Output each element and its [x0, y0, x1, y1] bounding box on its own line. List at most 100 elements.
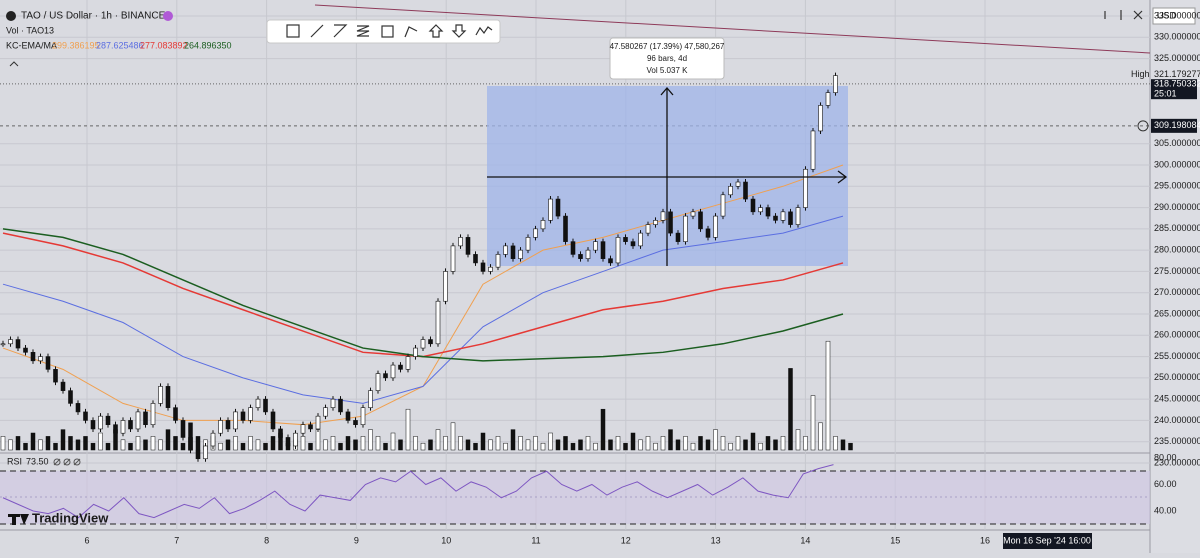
measure-line: Vol 5.037 K [647, 66, 689, 75]
rsi-tick-label: 80.00 [1154, 452, 1177, 462]
candle-body [795, 207, 801, 225]
volume-bar [435, 429, 441, 451]
volume-bar [233, 436, 238, 451]
volume-bar [45, 436, 51, 451]
candle-body [645, 224, 651, 234]
volume-bar [833, 436, 838, 451]
volume-bar [465, 439, 471, 451]
volume-bar [585, 436, 591, 451]
volume-bar [330, 436, 336, 451]
volume-bar [495, 436, 501, 451]
currency[interactable]: USD [1157, 10, 1177, 20]
time-tick-label: 16 [980, 535, 990, 545]
candle-body [233, 411, 238, 430]
time-tick-label: 12 [621, 535, 631, 545]
volume-bar [525, 439, 531, 451]
tool-rect[interactable] [381, 25, 394, 38]
volume-bar [608, 439, 613, 451]
price-tick-label: 245.000000 [1154, 394, 1200, 404]
candle-body [300, 424, 306, 434]
candle-body [143, 411, 148, 425]
volume-bar [675, 439, 681, 451]
tool-grid[interactable] [286, 24, 300, 38]
volume-bar [68, 436, 73, 451]
volume-bar [23, 442, 28, 451]
volume-bar [818, 422, 823, 451]
candle-body [503, 245, 508, 255]
indicator-lines [2, 164, 844, 426]
time-tick-label: 7 [174, 535, 179, 545]
measure-v-arrowhead [660, 87, 674, 96]
indicator-line [2, 228, 844, 362]
candle-body [210, 432, 216, 447]
candle-body [150, 403, 156, 425]
candle-body [188, 437, 193, 451]
candle-body [563, 215, 568, 242]
crosshair-box [1151, 118, 1197, 133]
volume-bar [240, 442, 246, 451]
volume-bar [135, 436, 141, 451]
volume-bar [450, 422, 456, 451]
volume-bar [90, 442, 96, 451]
candle-body [585, 249, 591, 259]
symbol-title[interactable]: TAO / US Dollar · 1h · BINANCE [21, 11, 166, 22]
time-tick-label: 13 [711, 535, 721, 545]
tool-up[interactable] [428, 24, 444, 38]
candle-body [203, 445, 208, 460]
measure-line: 96 bars, 4d [647, 54, 687, 63]
volume-bar [398, 439, 403, 451]
icon [73, 458, 81, 466]
price-tick-label: 275.000000 [1154, 266, 1200, 276]
tool-brush[interactable] [404, 26, 418, 38]
candle-body [128, 420, 133, 430]
candle-body [173, 407, 178, 421]
volume-bar [728, 442, 733, 451]
icon-expand[interactable] [1133, 10, 1143, 20]
candle-body [525, 237, 531, 251]
volume-bar [758, 442, 763, 451]
tool-down[interactable] [451, 24, 467, 38]
volume-bar [8, 439, 13, 451]
candle-body [413, 347, 418, 357]
volume-bar [660, 436, 666, 451]
volume-bar [683, 436, 688, 451]
price-tick-label: 335.000000 [1154, 10, 1200, 20]
time-crosshair: Mon 16 Sep '24 16:00 [1003, 535, 1091, 545]
tool-fib[interactable] [333, 24, 348, 38]
candle-body [698, 211, 703, 230]
currency-box[interactable] [1152, 7, 1196, 25]
tool-line[interactable] [310, 24, 324, 38]
rsi-label: RSI [7, 456, 22, 466]
candle-body [240, 411, 246, 421]
volume-bar [338, 442, 343, 451]
candle-body [473, 254, 478, 264]
indicator-value: 264.896350 [184, 40, 232, 50]
last-price-box [1151, 79, 1197, 100]
candle-body [420, 339, 426, 349]
candle-body [653, 220, 658, 225]
candle-body [495, 254, 501, 268]
volume-bar [443, 436, 448, 451]
volume-bar [173, 436, 178, 451]
price-tick-label: 280.000000 [1154, 245, 1200, 255]
candle-body [180, 420, 186, 438]
candle-body [308, 424, 313, 430]
tool-path[interactable] [475, 26, 493, 36]
time-tick-label: 11 [531, 535, 540, 545]
volume-bar [180, 442, 186, 451]
candle-body [825, 92, 831, 106]
volume-bar [825, 340, 831, 451]
candle-body [120, 420, 126, 434]
volume-bar [383, 442, 388, 451]
price-tick-label: 270.000000 [1154, 287, 1200, 297]
candle-body [668, 211, 673, 234]
volume-bar [413, 436, 418, 451]
collapse-icon[interactable] [9, 61, 19, 67]
volume-bar [53, 442, 58, 451]
logo: TradingView [32, 510, 109, 525]
volume-bar [840, 439, 846, 451]
tool-pitch[interactable] [356, 25, 370, 37]
